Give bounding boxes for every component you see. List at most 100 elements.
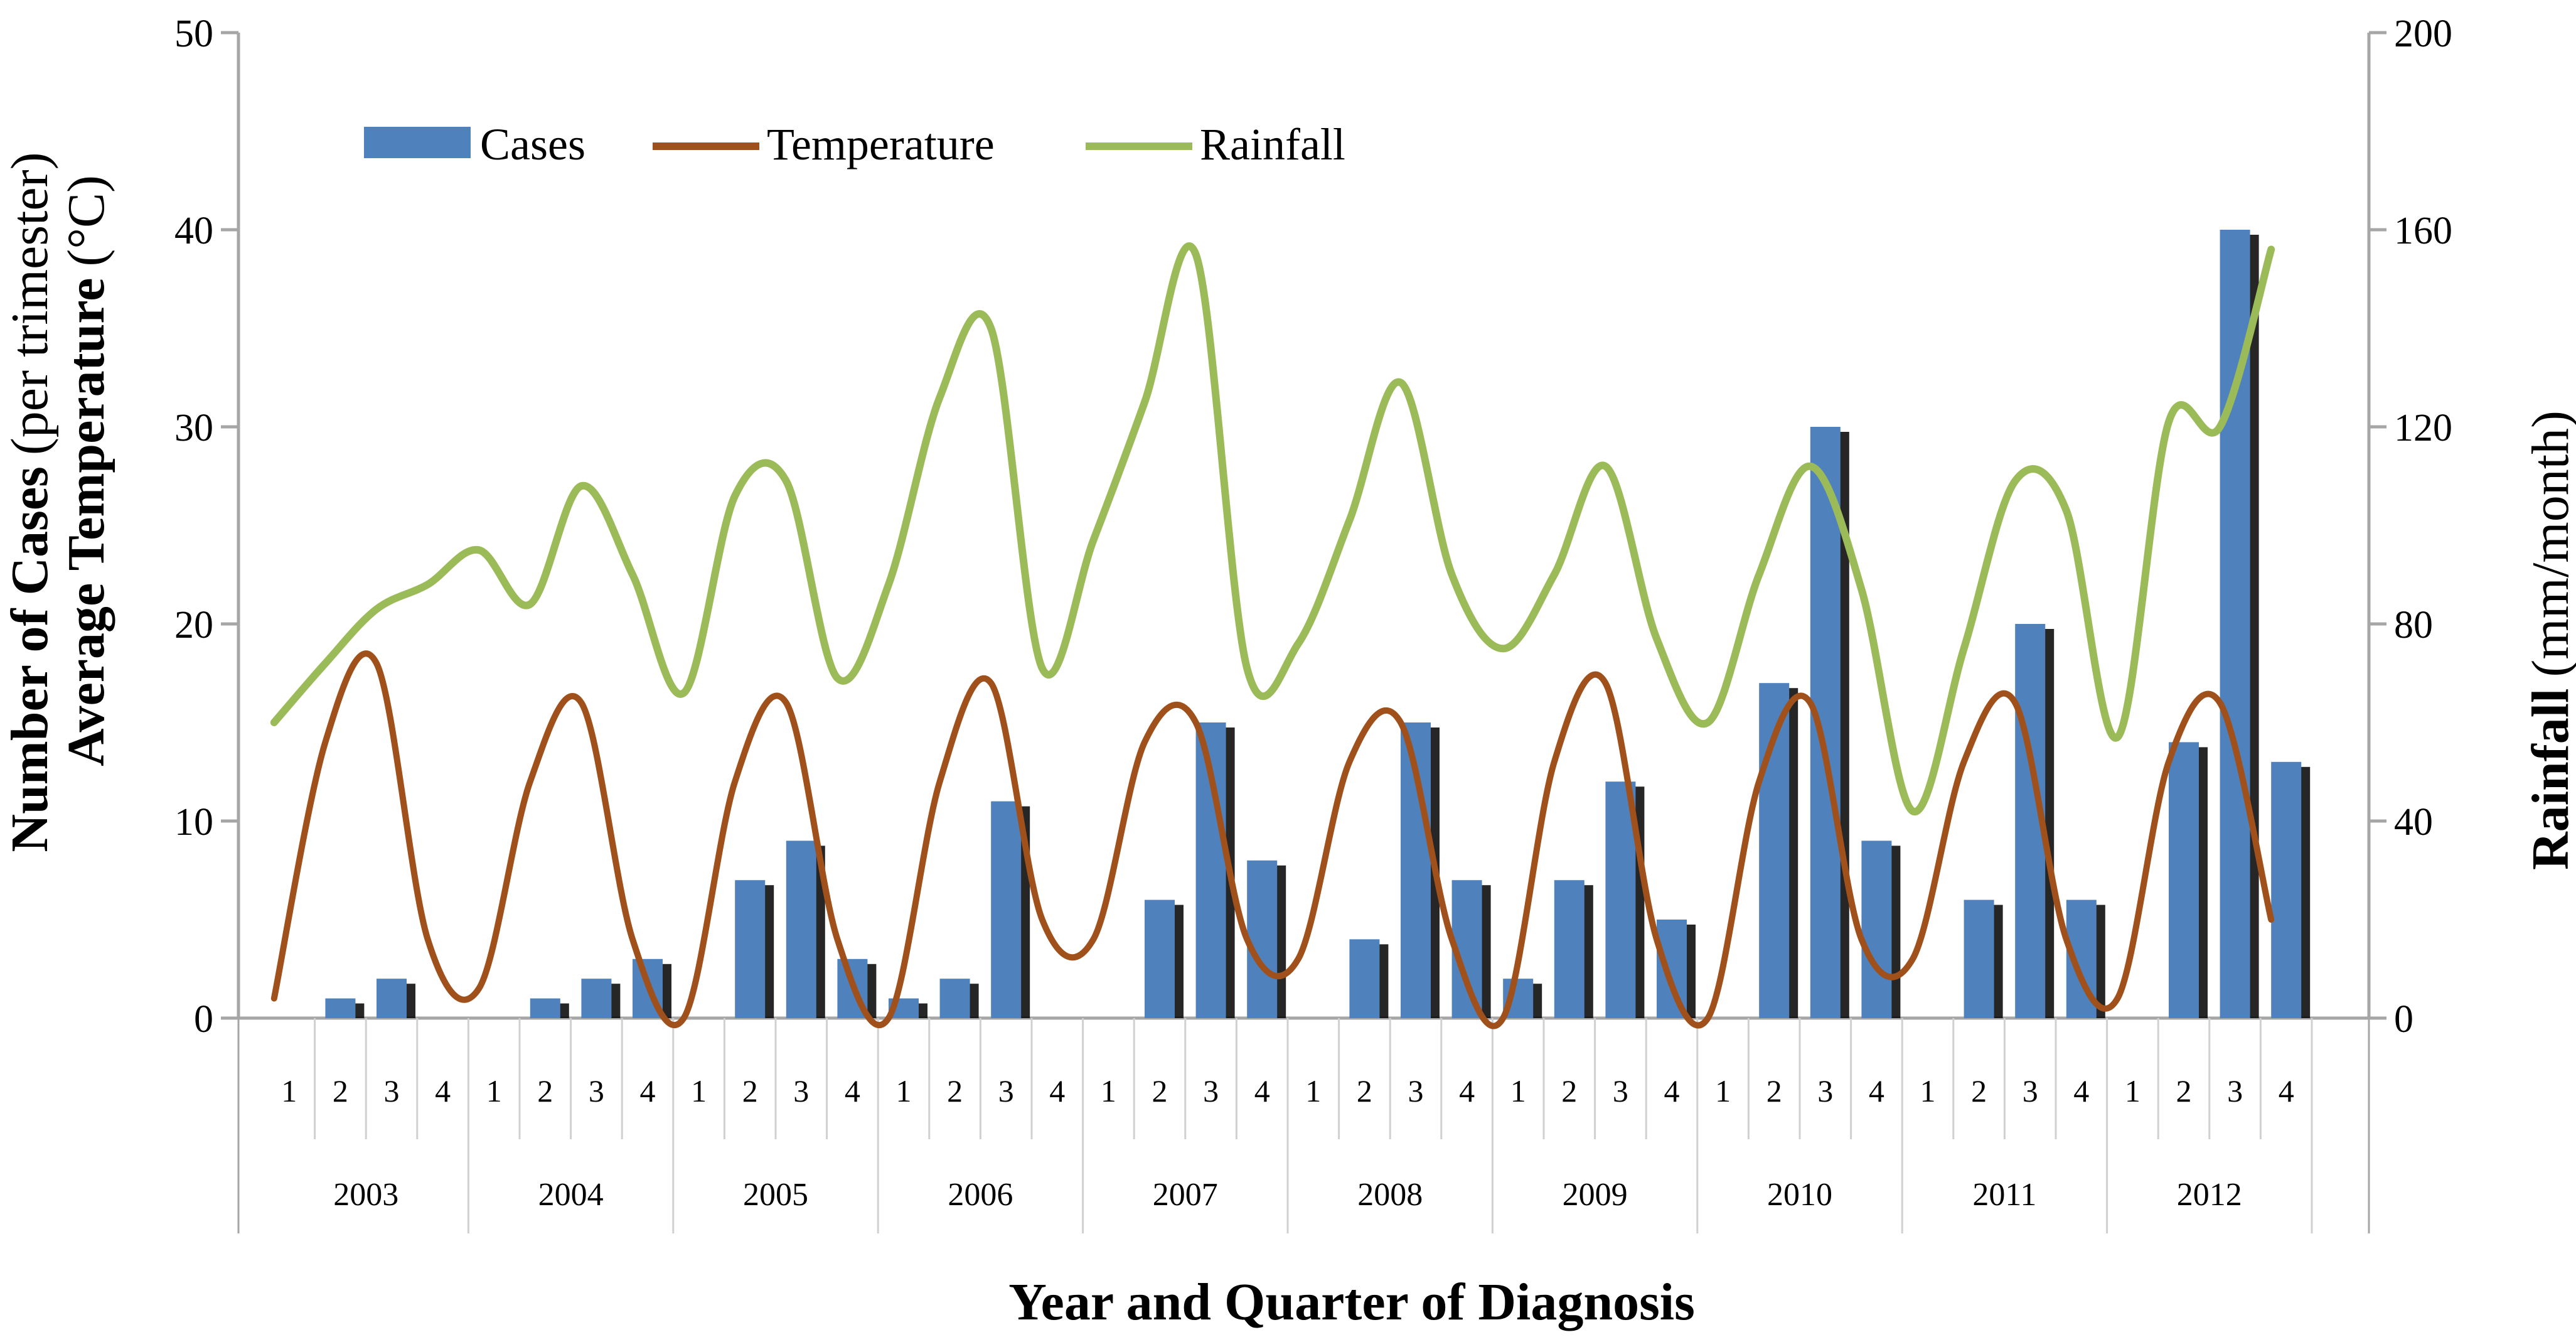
left-tick-label: 0 bbox=[194, 998, 213, 1041]
case-bar bbox=[991, 801, 1022, 1018]
left-axis-title-temperature: Average Temperature (°C) bbox=[57, 175, 115, 766]
case-bar bbox=[1554, 880, 1585, 1018]
quarter-tick-label: 4 bbox=[1459, 1073, 1475, 1108]
quarter-tick-label: 2 bbox=[1766, 1073, 1782, 1108]
quarter-tick-label: 1 bbox=[1305, 1073, 1321, 1108]
legend: Cases Temperature Rainfall bbox=[364, 119, 1345, 169]
case-bar bbox=[2169, 742, 2199, 1018]
case-bar bbox=[581, 979, 612, 1018]
quarter-tick-label: 1 bbox=[2125, 1073, 2140, 1108]
right-tick-label: 0 bbox=[2394, 998, 2413, 1041]
series-lines bbox=[270, 242, 2275, 1029]
quarter-tick-label: 4 bbox=[640, 1073, 656, 1108]
quarter-tick-label: 3 bbox=[998, 1073, 1014, 1108]
quarter-tick-label: 4 bbox=[845, 1073, 860, 1108]
left-tick-label: 30 bbox=[174, 407, 213, 449]
case-bar bbox=[325, 998, 356, 1018]
quarter-tick-label: 4 bbox=[1049, 1073, 1065, 1108]
right-axis-title-unit: (mm/month) bbox=[2521, 411, 2576, 677]
right-tick-label: 200 bbox=[2394, 13, 2452, 55]
year-tick-label: 2012 bbox=[2177, 1177, 2242, 1213]
quarter-tick-label: 3 bbox=[2227, 1073, 2243, 1108]
cases-bars bbox=[325, 230, 2311, 1018]
quarter-tick-label: 1 bbox=[486, 1073, 502, 1108]
quarter-tick-label: 2 bbox=[1971, 1073, 1987, 1108]
quarter-tick-label: 2 bbox=[333, 1073, 348, 1108]
quarter-tick-label: 1 bbox=[1101, 1073, 1116, 1108]
case-bar bbox=[1861, 840, 1892, 1018]
left-tick-label: 20 bbox=[174, 604, 213, 647]
left-tick-label: 40 bbox=[174, 210, 213, 252]
quarter-tick-label: 1 bbox=[281, 1073, 297, 1108]
right-axis-title: Rainfall (mm/month) bbox=[2521, 411, 2576, 870]
case-bar bbox=[1349, 939, 1380, 1018]
quarter-tick-label: 4 bbox=[2279, 1073, 2294, 1108]
quarter-tick-label: 3 bbox=[1613, 1073, 1628, 1108]
rainfall-line bbox=[270, 242, 2275, 816]
case-bar bbox=[1247, 860, 1278, 1018]
year-tick-label: 2009 bbox=[1563, 1177, 1628, 1213]
left-axis-title-cases: Number of Cases (per trimester) bbox=[1, 152, 59, 852]
quarter-tick-label: 2 bbox=[2176, 1073, 2192, 1108]
case-bar bbox=[786, 840, 816, 1018]
left-axis-title-cases-bold: Number of Cases bbox=[1, 466, 59, 852]
left-axis-title-temperature-bold: Average Temperature bbox=[57, 278, 115, 766]
quarter-tick-label: 2 bbox=[1152, 1073, 1168, 1108]
quarter-tick-label: 2 bbox=[742, 1073, 758, 1108]
right-axis-title-bold: Rainfall bbox=[2521, 689, 2576, 870]
quarter-tick-label: 2 bbox=[1561, 1073, 1577, 1108]
case-bar bbox=[1605, 781, 1636, 1018]
quarter-tick-label: 3 bbox=[1203, 1073, 1219, 1108]
quarter-tick-label: 2 bbox=[1357, 1073, 1372, 1108]
case-bar bbox=[939, 979, 970, 1018]
quarter-tick-label: 1 bbox=[1920, 1073, 1936, 1108]
quarter-tick-label: 4 bbox=[435, 1073, 451, 1108]
quarter-tick-label: 2 bbox=[537, 1073, 553, 1108]
left-axis-title-cases-unit: (per trimester) bbox=[1, 152, 59, 455]
year-tick-label: 2007 bbox=[1153, 1177, 1218, 1213]
year-tick-label: 2010 bbox=[1767, 1177, 1832, 1213]
quarter-tick-label: 3 bbox=[1817, 1073, 1833, 1108]
quarter-tick-label: 4 bbox=[2073, 1073, 2089, 1108]
year-tick-label: 2008 bbox=[1357, 1177, 1423, 1213]
case-bar bbox=[1145, 899, 1175, 1018]
year-tick-label: 2006 bbox=[948, 1177, 1013, 1213]
left-tick-label: 10 bbox=[174, 801, 213, 844]
quarter-tick-label: 1 bbox=[1510, 1073, 1526, 1108]
right-tick-label: 160 bbox=[2394, 210, 2452, 252]
quarter-tick-label: 3 bbox=[384, 1073, 400, 1108]
year-tick-label: 2004 bbox=[538, 1177, 604, 1213]
year-tick-label: 2005 bbox=[743, 1177, 808, 1213]
quarter-tick-label: 4 bbox=[1869, 1073, 1884, 1108]
quarter-tick-label: 1 bbox=[896, 1073, 912, 1108]
legend-cases-label: Cases bbox=[480, 119, 585, 169]
temperature-line bbox=[270, 650, 2275, 1029]
case-bar bbox=[1964, 899, 1994, 1018]
quarter-tick-label: 3 bbox=[1408, 1073, 1424, 1108]
quarter-tick-label: 3 bbox=[2023, 1073, 2038, 1108]
quarter-tick-label: 2 bbox=[947, 1073, 963, 1108]
x-axis-title: Year and Quarter of Diagnosis bbox=[1008, 1273, 1695, 1331]
right-tick-label: 40 bbox=[2394, 801, 2433, 844]
case-bar bbox=[530, 998, 560, 1018]
right-tick-label: 120 bbox=[2394, 407, 2452, 449]
quarter-tick-label: 4 bbox=[1254, 1073, 1270, 1108]
legend-temperature-label: Temperature bbox=[767, 119, 995, 169]
case-bar bbox=[735, 880, 766, 1018]
quarter-tick-label: 3 bbox=[793, 1073, 809, 1108]
quarter-tick-label: 3 bbox=[589, 1073, 604, 1108]
legend-rainfall-label: Rainfall bbox=[1200, 119, 1345, 169]
year-tick-label: 2003 bbox=[333, 1177, 398, 1213]
quarter-tick-label: 1 bbox=[1715, 1073, 1731, 1108]
case-bar bbox=[377, 979, 407, 1018]
quarter-tick-label: 1 bbox=[691, 1073, 707, 1108]
right-tick-label: 80 bbox=[2394, 604, 2433, 647]
quarter-tick-label: 4 bbox=[1664, 1073, 1680, 1108]
left-axis-title-temperature-unit: (°C) bbox=[57, 175, 115, 267]
left-tick-label: 50 bbox=[174, 13, 213, 55]
year-tick-label: 2011 bbox=[1972, 1177, 2036, 1213]
legend-cases-swatch bbox=[364, 127, 471, 158]
case-bar bbox=[2271, 761, 2302, 1018]
